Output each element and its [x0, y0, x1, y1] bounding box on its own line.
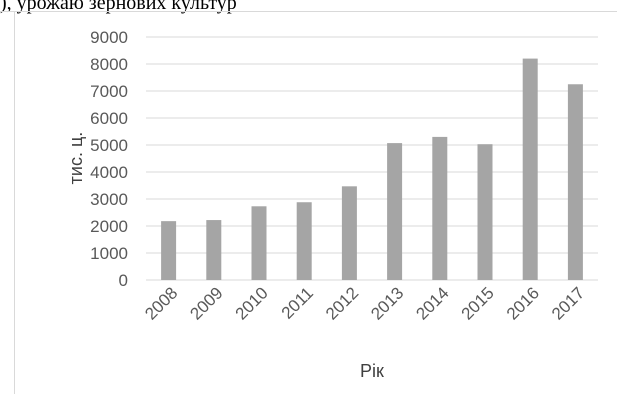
x-tick-labels: 2008 2009 2010 2011 2012 2013 2014 2015 2016 2017	[141, 283, 588, 323]
y-tick-label: 5000	[90, 136, 128, 155]
x-tick-label: 2016	[503, 283, 543, 323]
x-tick-label: 2008	[141, 283, 181, 323]
bar-2011	[296, 202, 312, 280]
bar-2008	[161, 221, 177, 280]
bar-2016	[522, 58, 538, 280]
x-tick-label: 2013	[367, 283, 407, 323]
bar-2010	[251, 206, 267, 280]
y-tick-label: 1000	[90, 244, 128, 263]
y-tick-label: 8000	[90, 55, 128, 74]
x-axis-title: Рік	[360, 361, 384, 381]
bar-2013	[387, 143, 403, 280]
bars	[161, 58, 583, 280]
x-tick-label: 2010	[232, 283, 272, 323]
x-tick-label: 2017	[548, 283, 588, 323]
bar-2014	[432, 136, 448, 280]
y-tick-label: 2000	[90, 217, 128, 236]
chart-frame-top	[0, 11, 617, 12]
y-tick-labels: 0 1000 2000 3000 4000 5000 6000 7000 8000 9000	[90, 28, 128, 290]
y-tick-label: 4000	[90, 163, 128, 182]
bar-2009	[206, 220, 222, 280]
y-axis-title: тис. ц.	[66, 132, 86, 185]
bar-2015	[477, 144, 493, 280]
x-tick-label: 2014	[412, 283, 452, 323]
chart-frame-left	[14, 11, 15, 394]
bar-2012	[341, 186, 357, 280]
y-tick-label: 0	[119, 271, 128, 290]
x-tick-label: 2011	[278, 283, 317, 322]
y-tick-label: 3000	[90, 190, 128, 209]
y-tick-label: 9000	[90, 28, 128, 47]
x-tick-label: 2012	[322, 283, 362, 323]
header-text: ), урожаю зернових культур	[0, 0, 237, 14]
y-tick-label: 6000	[90, 109, 128, 128]
x-tick-label: 2015	[458, 283, 498, 323]
x-tick-label: 2009	[186, 283, 226, 323]
bar-2017	[567, 84, 583, 280]
gridlines	[146, 36, 598, 281]
y-tick-label: 7000	[90, 82, 128, 101]
